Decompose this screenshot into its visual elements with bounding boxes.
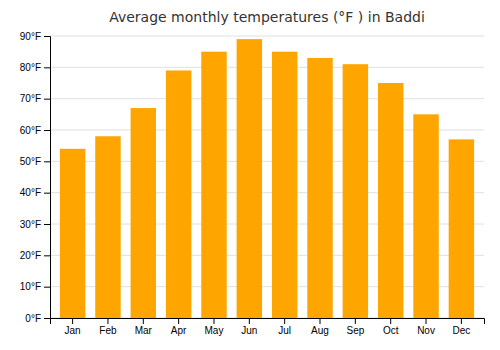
chart: Average monthly temperatures (°F ) in Ba… <box>0 0 500 350</box>
tick-label: 40°F <box>20 187 41 198</box>
tick-label: Mar <box>135 325 153 336</box>
bar <box>307 58 332 318</box>
tick-label: Jan <box>65 325 81 336</box>
y-axis: 0°F 10°F 20°F 30°F 40°F 50°F 60°F 70°F 80°F 90°F <box>20 31 51 324</box>
tick: Feb <box>99 318 117 336</box>
tick-mark <box>44 130 50 131</box>
tick-mark <box>461 318 462 324</box>
bar <box>201 52 226 318</box>
tick: Jul <box>278 318 291 336</box>
bar <box>413 114 438 318</box>
tick: 70°F <box>20 93 50 104</box>
axis-line <box>44 37 51 319</box>
tick: 80°F <box>20 62 50 73</box>
tick-mark <box>44 287 50 288</box>
axis-line <box>51 319 485 325</box>
grid-line <box>50 98 484 99</box>
bar <box>449 139 474 318</box>
tick: 40°F <box>20 187 50 198</box>
tick-mark <box>284 318 285 324</box>
tick-label: 50°F <box>20 156 41 167</box>
tick: Dec <box>452 318 470 336</box>
grid-line <box>50 67 484 68</box>
tick-label: 90°F <box>20 31 41 42</box>
tick-mark <box>426 318 427 324</box>
bar <box>131 108 156 318</box>
tick: Mar <box>135 318 153 336</box>
tick: May <box>205 318 224 336</box>
tick-mark <box>249 318 250 324</box>
tick-label: Nov <box>417 325 435 336</box>
tick-label: 0°F <box>25 313 41 324</box>
x-axis: Jan Feb Mar Apr May Jun Jul Aug Sep Oct Nov Dec <box>51 318 485 336</box>
tick-mark <box>355 318 356 324</box>
tick: Aug <box>311 318 329 336</box>
tick-mark <box>320 318 321 324</box>
tick-mark <box>72 318 73 324</box>
tick-label: 10°F <box>20 281 41 292</box>
tick: 90°F <box>20 31 50 42</box>
tick-mark <box>44 67 50 68</box>
tick: Nov <box>417 318 435 336</box>
tick-label: Aug <box>311 325 329 336</box>
tick-label: Jul <box>278 325 291 336</box>
tick: 0°F <box>25 313 50 324</box>
tick-label: Apr <box>171 325 187 336</box>
tick: Apr <box>171 318 187 336</box>
tick: 60°F <box>20 125 50 136</box>
tick-mark <box>213 318 214 324</box>
grid-line <box>50 36 484 37</box>
tick: Oct <box>383 318 399 336</box>
tick-mark <box>44 224 50 225</box>
title: Average monthly temperatures (°F ) in Ba… <box>109 9 425 25</box>
tick-mark <box>44 99 50 100</box>
bar <box>343 64 368 318</box>
tick-label: 30°F <box>20 219 41 230</box>
tick: 50°F <box>20 156 50 167</box>
bars <box>60 39 474 318</box>
tick-label: 80°F <box>20 62 41 73</box>
bar <box>378 83 403 318</box>
tick-mark <box>143 318 144 324</box>
tick-label: Oct <box>383 325 399 336</box>
tick-label: Sep <box>346 325 364 336</box>
tick: 10°F <box>20 281 50 292</box>
tick-mark <box>390 318 391 324</box>
tick-mark <box>44 318 50 319</box>
tick-mark <box>44 36 50 37</box>
tick-label: Feb <box>99 325 117 336</box>
tick-label: 20°F <box>20 250 41 261</box>
bar <box>237 39 262 318</box>
tick-mark <box>44 193 50 194</box>
tick-label: May <box>205 325 224 336</box>
tick-label: Jun <box>241 325 257 336</box>
tick: 30°F <box>20 219 50 230</box>
tick: Jan <box>65 318 81 336</box>
tick-mark <box>178 318 179 324</box>
tick-mark <box>44 161 50 162</box>
bar <box>272 52 297 318</box>
tick-mark <box>107 318 108 324</box>
tick-label: Dec <box>452 325 470 336</box>
tick-mark <box>44 255 50 256</box>
grid <box>50 36 484 318</box>
tick: Sep <box>346 318 364 336</box>
plot: 0°F 10°F 20°F 30°F 40°F 50°F 60°F 70°F 80°F 90°F J… <box>20 31 485 336</box>
bar <box>60 149 85 318</box>
tick: 20°F <box>20 250 50 261</box>
bar <box>95 136 120 318</box>
tick-label: 70°F <box>20 93 41 104</box>
tick-label: 60°F <box>20 125 41 136</box>
tick: Jun <box>241 318 257 336</box>
bar <box>166 70 191 318</box>
